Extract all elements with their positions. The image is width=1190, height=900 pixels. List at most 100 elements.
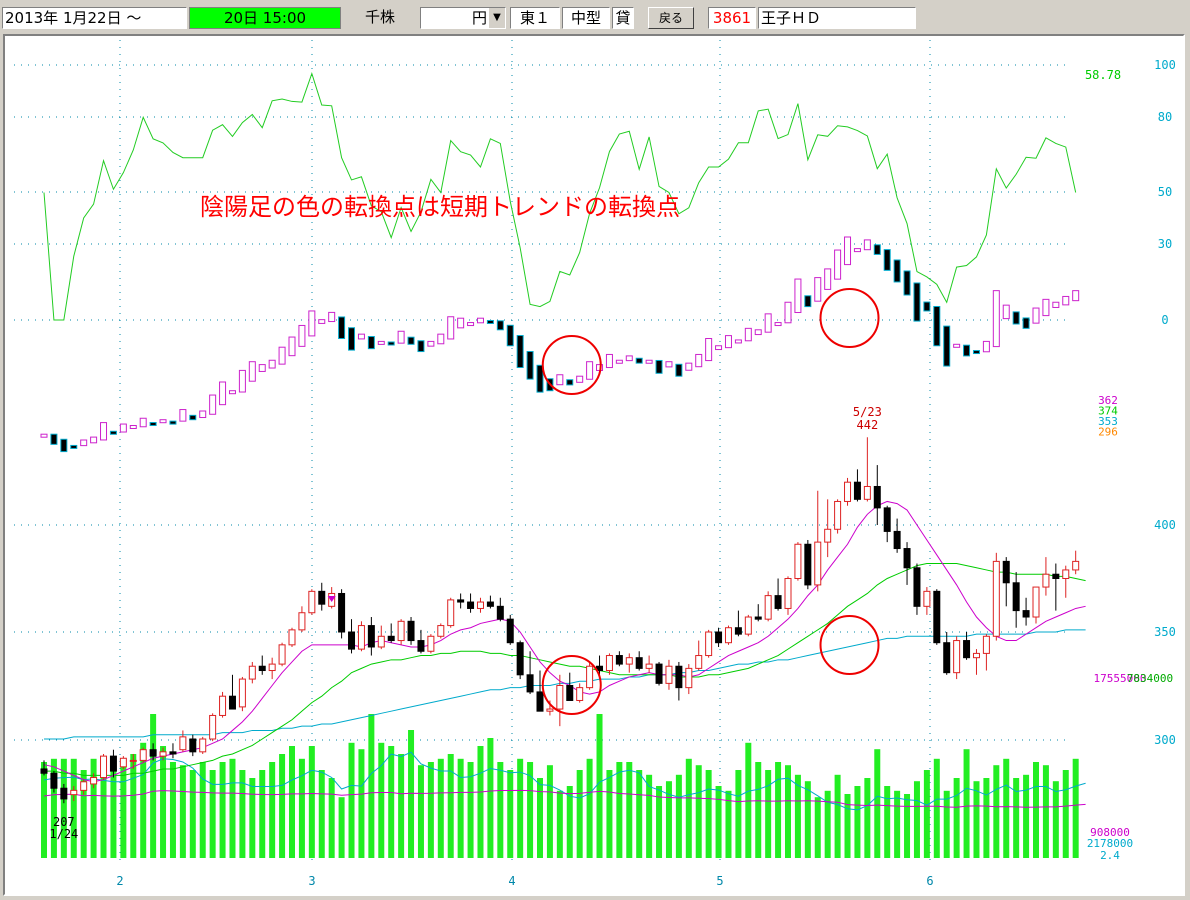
candle-down [496, 605, 504, 620]
volume-ma-long-line [43, 789, 1086, 808]
candle-up [397, 620, 405, 642]
ha-candle-down [933, 305, 941, 347]
volume-bar [279, 754, 286, 858]
volume-bar [745, 742, 752, 858]
price-tick-label: 300 [1154, 733, 1176, 747]
volume-bar [517, 758, 524, 858]
candle-down [417, 640, 425, 652]
ha-candle-up [159, 419, 167, 424]
volume-bar [874, 749, 881, 858]
stock-code-field[interactable]: 3861 [708, 7, 756, 29]
ha-candle-up [1042, 298, 1050, 317]
volume-bar [953, 778, 960, 858]
ha-candle-down [387, 341, 395, 346]
ha-candle-down [655, 359, 663, 374]
volume-bar [864, 778, 871, 858]
volume-bar [259, 770, 266, 858]
volume-bar [834, 774, 841, 858]
oscillator-tick-label: 80 [1158, 110, 1172, 124]
volume-ma-label: 17555000 [1094, 672, 1147, 685]
ha-candle-down [963, 344, 971, 357]
candle-up [576, 687, 584, 701]
candle-up [824, 528, 832, 543]
volume-axis-label: 908000 [1090, 826, 1130, 839]
volume-bar [398, 754, 405, 858]
ha-candle-up [288, 336, 296, 357]
ha-candle-up [457, 317, 465, 329]
ha-candle-up [615, 359, 623, 364]
oscillator-tick-label: 30 [1158, 237, 1172, 251]
date-to-field[interactable]: 20日 15:00 [189, 7, 341, 29]
candle-down [149, 749, 157, 757]
candle-up [476, 601, 484, 609]
ha-candle-up [705, 338, 713, 362]
high-value-label: 442 [857, 418, 879, 432]
candle-up [238, 678, 246, 708]
ma25-line [44, 563, 1086, 776]
candle-down [467, 601, 475, 609]
candle-down [258, 665, 266, 672]
candle-down [933, 590, 941, 644]
candle-up [437, 625, 445, 637]
ha-candle-up [754, 329, 762, 336]
candle-down [348, 631, 356, 650]
ha-candle-down [913, 282, 921, 322]
candle-down [903, 548, 911, 569]
ha-candle-down [943, 325, 951, 367]
back-button[interactable]: 戻る [648, 7, 694, 29]
volume-bar [417, 765, 424, 858]
ha-candle-up [844, 236, 852, 266]
oscillator-value-label: 58.78 [1085, 68, 1121, 82]
ha-candle-down [873, 244, 881, 255]
volume-bar [626, 762, 633, 858]
ha-candle-down [169, 420, 177, 425]
date-from-field[interactable]: 2013年 1月22日 ～ [2, 7, 187, 29]
volume-bar [537, 778, 543, 858]
chevron-down-icon[interactable]: ▼ [489, 8, 505, 28]
volume-bar [328, 778, 335, 858]
volume-bar [705, 770, 712, 858]
x-tick-label: 3 [308, 874, 315, 888]
candle-down [457, 599, 465, 603]
candle-down [169, 751, 177, 755]
ma-value-label: 353 [1098, 415, 1118, 428]
volume-axis-label: 2.4 [1100, 849, 1120, 862]
ha-candle-up [982, 340, 990, 353]
candle-down [506, 618, 514, 644]
volume-bar [140, 742, 147, 858]
ha-candle-up [357, 333, 365, 340]
ha-candle-up [1002, 304, 1010, 320]
candle-up [268, 663, 276, 672]
candle-up [685, 667, 693, 689]
candle-up [1072, 560, 1080, 571]
volume-bar [457, 758, 464, 858]
ha-candle-up [764, 313, 772, 333]
unit-label: 千株 [364, 8, 395, 26]
candle-down [943, 642, 951, 674]
volume-bar [130, 754, 137, 858]
candle-down [893, 530, 901, 550]
volume-bar [169, 762, 176, 858]
candle-up [953, 640, 961, 674]
volume-bar [1072, 758, 1079, 858]
stock-name-field: 王子ＨＤ [758, 7, 916, 29]
volume-bar [963, 749, 970, 858]
currency-select[interactable]: 円 ▼ [420, 7, 506, 29]
price-tick-label: 350 [1154, 625, 1176, 639]
candle-down [655, 663, 663, 684]
candle-down [318, 590, 326, 605]
ha-candle-up [744, 327, 752, 342]
candle-up [1062, 569, 1070, 580]
ma5-line [43, 500, 1086, 783]
volume-bar [894, 790, 901, 858]
candle-up [427, 635, 435, 652]
ha-candle-down [367, 336, 375, 350]
ha-candle-down [70, 444, 78, 449]
ha-candle-down [893, 259, 901, 283]
ha-candle-up [586, 361, 594, 380]
ha-candle-up [129, 425, 137, 429]
ma-value-label: 362 [1098, 394, 1118, 407]
volume-value-label: 7834000 [1127, 672, 1173, 685]
volume-bar [685, 758, 692, 858]
